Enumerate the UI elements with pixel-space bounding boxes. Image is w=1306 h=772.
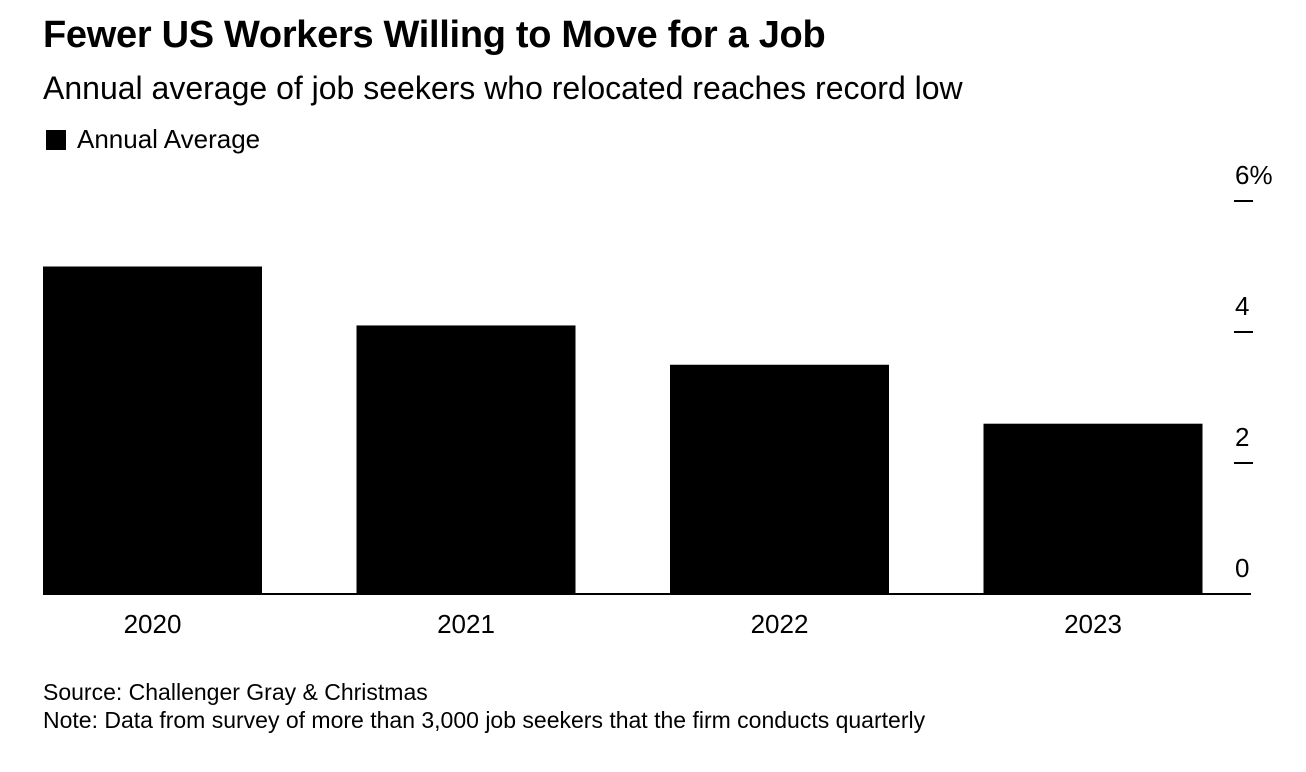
x-tick-label-2020: 2020 [124,609,182,639]
y-tick-label-2: 2 [1235,422,1249,452]
methodology-note: Note: Data from survey of more than 3,00… [43,707,926,733]
legend: Annual Average [46,124,260,155]
source-note: Source: Challenger Gray & Christmas [43,679,428,705]
legend-label: Annual Average [77,124,261,154]
bar-2022 [670,364,889,594]
legend-swatch [46,129,66,150]
x-tick-label-2023: 2023 [1064,609,1122,639]
y-tick-label-4: 4 [1235,291,1249,321]
bar-2023 [983,423,1203,594]
bar-2021 [356,325,576,594]
y-tick-label-6: 6% [1235,160,1273,190]
x-tick-label-2022: 2022 [751,609,809,639]
y-tick-label-0: 0 [1235,553,1249,583]
x-tick-label-2021: 2021 [437,609,495,639]
chart-title: Fewer US Workers Willing to Move for a J… [43,14,826,56]
chart-subtitle: Annual average of job seekers who reloca… [43,70,963,106]
bar-2020 [43,266,262,594]
